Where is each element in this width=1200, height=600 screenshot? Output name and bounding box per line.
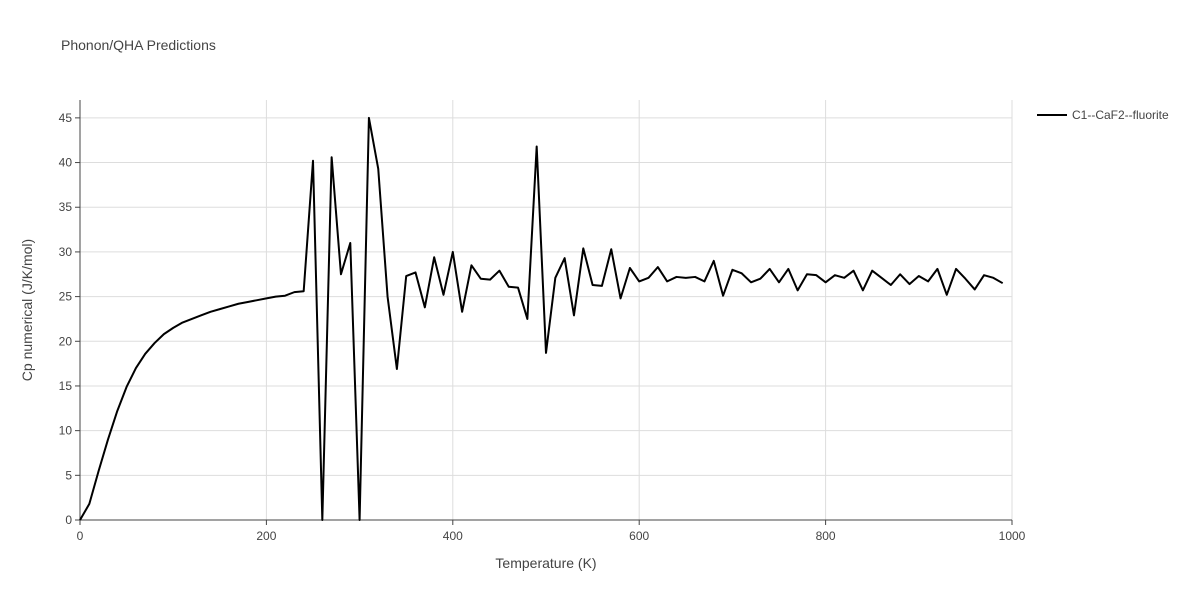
x-tick-label: 1000	[999, 529, 1026, 543]
y-tick-label: 0	[65, 513, 72, 527]
y-tick-label: 20	[59, 334, 73, 348]
x-tick-label: 0	[77, 529, 84, 543]
data-line	[79, 116, 1004, 521]
y-tick-label: 45	[59, 111, 73, 125]
y-tick-label: 35	[59, 200, 73, 214]
x-tick-label: 800	[816, 529, 836, 543]
y-tick-label: 15	[59, 379, 73, 393]
y-tick-label: 40	[59, 156, 73, 170]
y-tick-label: 30	[59, 245, 73, 259]
y-tick-label: 5	[65, 468, 72, 482]
chart-title: Phonon/QHA Predictions	[61, 37, 216, 53]
y-tick-label: 25	[59, 290, 73, 304]
x-tick-label: 600	[629, 529, 649, 543]
legend-label: C1--CaF2--fluorite	[1072, 108, 1169, 122]
x-tick-label: 200	[256, 529, 276, 543]
x-tick-label: 400	[443, 529, 463, 543]
y-tick-label: 10	[59, 424, 73, 438]
y-axis-label: Cp numerical (J/K/mol)	[19, 239, 35, 381]
x-axis-label: Temperature (K)	[495, 555, 596, 571]
